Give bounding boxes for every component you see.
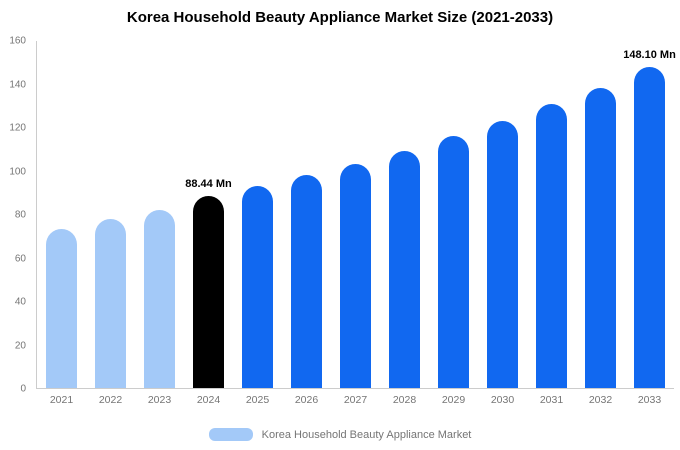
y-tick-label: 100 <box>9 166 26 177</box>
y-tick-label: 40 <box>14 296 26 308</box>
bar-value-label-2024: 88.44 Mn <box>185 178 232 191</box>
bar-2022[interactable] <box>95 218 126 388</box>
y-tick-label: 160 <box>9 35 26 47</box>
x-tick-label-2033: 2033 <box>637 394 662 406</box>
x-tick-label-2025: 2025 <box>245 394 270 406</box>
bar-2026[interactable] <box>291 175 322 388</box>
legend[interactable]: Korea Household Beauty Appliance Market <box>0 428 680 441</box>
x-tick-label-2024: 2024 <box>196 394 221 406</box>
y-tick-label: 120 <box>9 122 26 134</box>
bar-2030[interactable] <box>487 121 518 388</box>
bar-slot-2022: 2022 <box>86 41 135 406</box>
bar-slot-2023: 2023 <box>135 41 184 406</box>
bar-slot-2021: 2021 <box>37 41 86 406</box>
bar-2024[interactable] <box>193 196 224 388</box>
bar-2029[interactable] <box>438 136 469 388</box>
y-tick-label: 60 <box>14 253 26 264</box>
bar-2025[interactable] <box>242 185 273 388</box>
x-tick-label-2032: 2032 <box>588 394 613 406</box>
x-tick-label-2026: 2026 <box>294 394 319 406</box>
bar-slot-2026: 2026 <box>282 41 331 406</box>
x-tick-label-2030: 2030 <box>490 394 515 406</box>
bar-slot-2030: 2030 <box>478 41 527 406</box>
bar-slot-2031: 2031 <box>527 41 576 406</box>
bar-value-label-2033: 148.10 Mn <box>623 48 676 61</box>
y-tick-label: 80 <box>14 209 26 221</box>
x-tick-label-2031: 2031 <box>539 394 564 406</box>
bar-slot-2024: 88.44 Mn 2024 <box>184 41 233 406</box>
plot-area: 2021 2022 2023 88.44 Mn 2024 2025 2026 2027 2028… <box>36 41 676 406</box>
x-tick-label-2028: 2028 <box>392 394 417 406</box>
bar-slot-2033: 148.10 Mn 2033 <box>623 41 676 406</box>
bar-2027[interactable] <box>340 163 371 388</box>
x-tick-label-2023: 2023 <box>147 394 172 406</box>
legend-label: Korea Household Beauty Appliance Market <box>261 428 472 441</box>
legend-swatch[interactable] <box>208 428 253 441</box>
bar-2028[interactable] <box>389 150 420 388</box>
bar-2031[interactable] <box>536 103 567 388</box>
bar-2021[interactable] <box>46 228 77 388</box>
chart-title: Korea Household Beauty Appliance Market … <box>126 9 554 26</box>
y-tick-label: 20 <box>14 340 26 351</box>
bar-2023[interactable] <box>144 210 175 388</box>
bar-slot-2028: 2028 <box>380 41 429 406</box>
x-tick-label-2021: 2021 <box>49 394 74 406</box>
x-tick-label-2027: 2027 <box>343 394 368 406</box>
bar-slot-2029: 2029 <box>429 41 478 406</box>
x-tick-label-2029: 2029 <box>441 394 466 406</box>
bar-slot-2027: 2027 <box>331 41 380 406</box>
y-tick-label: 0 <box>20 383 26 395</box>
bar-2032[interactable] <box>585 87 616 388</box>
y-tick-label: 140 <box>9 79 26 90</box>
x-tick-label-2022: 2022 <box>98 394 123 406</box>
bar-slot-2032: 2032 <box>576 41 625 406</box>
bar-2033[interactable] <box>634 66 665 388</box>
y-axis: 0 20 40 60 80 100 120 140 160 <box>0 36 30 395</box>
bar-slot-2025: 2025 <box>233 41 282 406</box>
